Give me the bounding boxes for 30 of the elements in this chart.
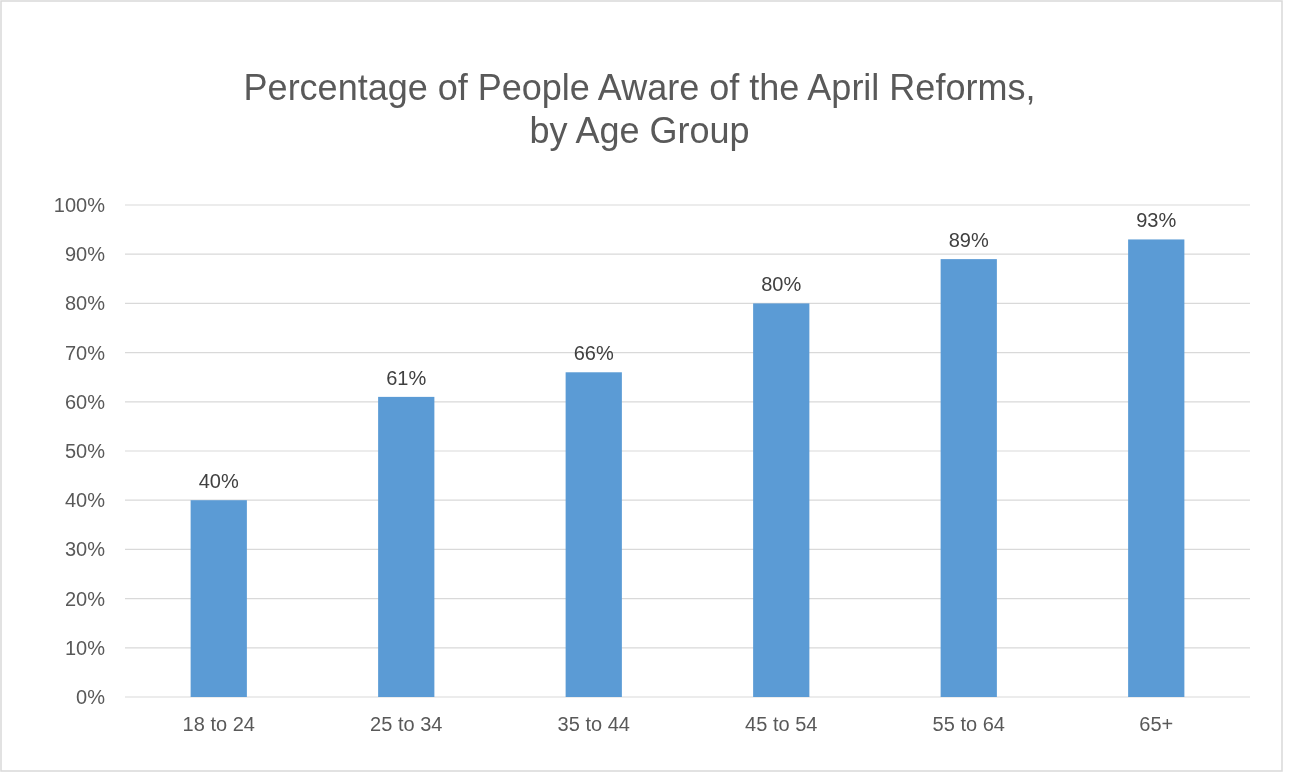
x-tick-label: 55 to 64	[932, 713, 1005, 735]
data-label: 61%	[386, 366, 427, 389]
x-tick-label: 18 to 24	[182, 713, 255, 735]
bar	[378, 396, 435, 697]
y-tick-label: 60%	[64, 390, 106, 413]
y-tick-label: 40%	[64, 489, 106, 512]
data-label: 80%	[761, 273, 802, 296]
x-tick-label: 25 to 34	[370, 713, 443, 735]
x-tick-label: 35 to 44	[557, 713, 630, 735]
bar	[190, 500, 247, 697]
bar	[940, 259, 997, 697]
data-label: 66%	[573, 342, 614, 365]
x-tick-label: 65+	[1139, 713, 1174, 735]
y-tick-label: 10%	[64, 636, 106, 659]
chart-title: Percentage of People Aware of the April Reforms, by Age Group	[243, 67, 1036, 151]
x-tick-label: 45 to 54	[745, 713, 818, 735]
y-tick-label: 80%	[64, 292, 106, 315]
data-label: 93%	[1136, 209, 1177, 232]
y-tick-label: 30%	[64, 538, 106, 561]
bar	[1128, 239, 1185, 697]
y-tick-label: 90%	[64, 243, 106, 266]
y-tick-label: 0%	[76, 686, 106, 708]
data-label: 89%	[948, 229, 989, 252]
y-tick-label: 50%	[64, 440, 106, 462]
y-tick-label: 100%	[53, 194, 106, 216]
y-tick-label: 20%	[64, 587, 106, 610]
bar	[753, 303, 810, 697]
y-tick-label: 70%	[64, 341, 106, 364]
bar	[565, 372, 622, 697]
data-label: 40%	[198, 470, 239, 493]
